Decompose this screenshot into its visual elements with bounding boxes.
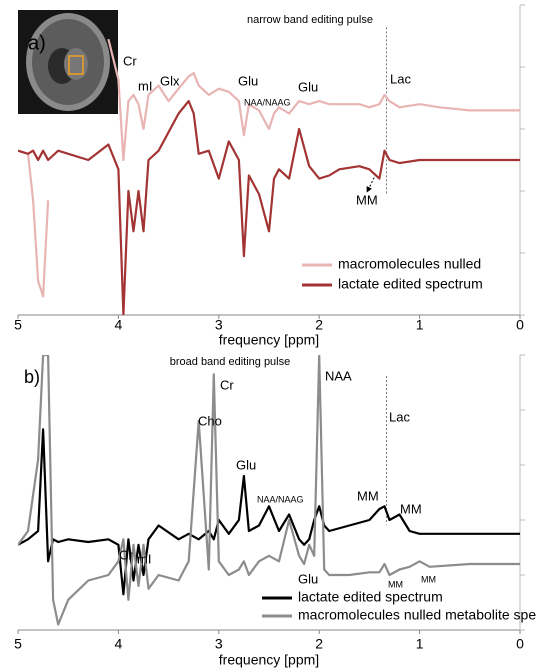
peak-label: Glx — [160, 73, 180, 88]
peak-label: Glu — [238, 73, 258, 88]
panel-label: a) — [28, 32, 46, 54]
peak-label: NAA — [325, 368, 352, 383]
peak-label: Lac — [389, 409, 410, 424]
mri-inset — [18, 10, 118, 114]
chart-title: broad band editing pulse — [170, 356, 290, 368]
x-tick-label: 0 — [516, 636, 524, 652]
spectrum-line — [18, 355, 520, 626]
panel-label: b) — [24, 367, 40, 387]
peak-label: NAA/NAAG — [257, 494, 304, 504]
peak-label: MM — [421, 574, 436, 584]
x-tick-label: 0 — [516, 317, 524, 333]
x-axis-label: frequency [ppm] — [219, 332, 319, 348]
peak-label: Glu — [298, 571, 318, 586]
x-tick-label: 2 — [315, 636, 323, 652]
x-tick-label: 5 — [14, 636, 22, 652]
mm-arrow — [366, 173, 377, 193]
peak-label: MM — [356, 192, 378, 207]
peak-label: Cr — [123, 53, 137, 68]
peak-label: Cho — [198, 413, 222, 428]
legend-label: macromolecules nulled metabolite spectru… — [298, 607, 536, 623]
peak-label: Glu — [298, 79, 318, 94]
peak-label: MM — [357, 488, 379, 503]
peak-label: Lac — [390, 71, 411, 86]
x-tick-label: 5 — [14, 317, 22, 333]
chart-title: narrow band editing pulse — [247, 14, 373, 26]
x-tick-label: 1 — [416, 317, 424, 333]
plot-area — [18, 355, 520, 626]
peak-label: Cr — [119, 547, 133, 562]
peak-label: Cr — [220, 377, 234, 392]
plot-area — [18, 38, 520, 315]
x-axis-label: frequency [ppm] — [219, 652, 319, 668]
peak-label: NAA/NAAG — [244, 97, 291, 107]
peak-label: Glu — [236, 457, 256, 472]
peak-label: mI — [138, 78, 152, 93]
x-tick-label: 1 — [416, 636, 424, 652]
peak-label: MM — [388, 579, 403, 589]
x-tick-label: 3 — [215, 636, 223, 652]
legend-label: macromolecules nulled — [338, 256, 481, 272]
spectrum-line — [18, 428, 520, 596]
x-tick-label: 4 — [115, 317, 123, 333]
peak-label: MM — [400, 501, 422, 516]
legend-label: lactate edited spectrum — [298, 589, 443, 605]
x-tick-label: 3 — [215, 317, 223, 333]
x-tick-label: 2 — [315, 317, 323, 333]
legend-label: lactate edited spectrum — [338, 276, 483, 292]
peak-label: mI — [137, 551, 151, 566]
x-tick-label: 4 — [115, 636, 123, 652]
spectrum-line — [18, 100, 520, 315]
